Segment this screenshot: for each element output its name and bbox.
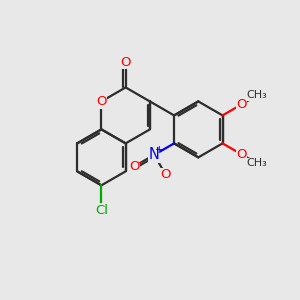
Text: O: O — [160, 168, 171, 181]
Text: CH₃: CH₃ — [247, 158, 268, 168]
Text: CH₃: CH₃ — [247, 90, 268, 100]
Text: -: - — [137, 156, 142, 169]
Text: N: N — [149, 147, 160, 162]
Text: O: O — [96, 95, 107, 108]
Text: O: O — [236, 148, 247, 161]
Text: O: O — [120, 56, 131, 69]
Text: O: O — [129, 160, 140, 173]
Text: O: O — [236, 98, 247, 111]
Text: Cl: Cl — [95, 204, 108, 217]
Text: +: + — [155, 145, 164, 155]
